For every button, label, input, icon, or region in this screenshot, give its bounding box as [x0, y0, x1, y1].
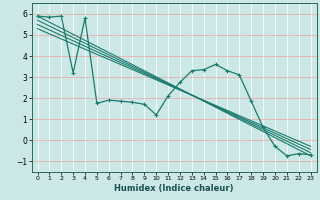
X-axis label: Humidex (Indice chaleur): Humidex (Indice chaleur): [114, 184, 234, 193]
